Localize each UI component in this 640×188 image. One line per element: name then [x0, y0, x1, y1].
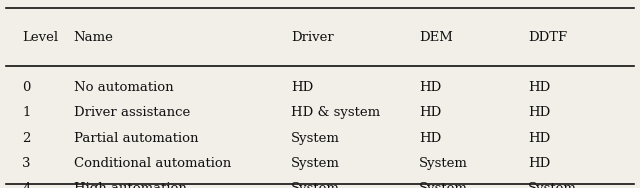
- Text: 2: 2: [22, 132, 31, 145]
- Text: Level: Level: [22, 31, 58, 44]
- Text: HD: HD: [528, 157, 550, 170]
- Text: Name: Name: [74, 31, 113, 44]
- Text: DDTF: DDTF: [528, 31, 567, 44]
- Text: System: System: [419, 182, 468, 188]
- Text: System: System: [291, 157, 340, 170]
- Text: DEM: DEM: [419, 31, 453, 44]
- Text: High automation: High automation: [74, 182, 186, 188]
- Text: 1: 1: [22, 106, 31, 119]
- Text: 0: 0: [22, 81, 31, 94]
- Text: HD: HD: [291, 81, 314, 94]
- Text: Driver: Driver: [291, 31, 334, 44]
- Text: HD & system: HD & system: [291, 106, 380, 119]
- Text: HD: HD: [419, 132, 442, 145]
- Text: 3: 3: [22, 157, 31, 170]
- Text: System: System: [528, 182, 577, 188]
- Text: System: System: [291, 132, 340, 145]
- Text: HD: HD: [419, 81, 442, 94]
- Text: Partial automation: Partial automation: [74, 132, 198, 145]
- Text: HD: HD: [528, 132, 550, 145]
- Text: HD: HD: [528, 106, 550, 119]
- Text: HD: HD: [419, 106, 442, 119]
- Text: Conditional automation: Conditional automation: [74, 157, 231, 170]
- Text: Driver assistance: Driver assistance: [74, 106, 190, 119]
- Text: No automation: No automation: [74, 81, 173, 94]
- Text: System: System: [291, 182, 340, 188]
- Text: 4: 4: [22, 182, 31, 188]
- Text: HD: HD: [528, 81, 550, 94]
- Text: System: System: [419, 157, 468, 170]
